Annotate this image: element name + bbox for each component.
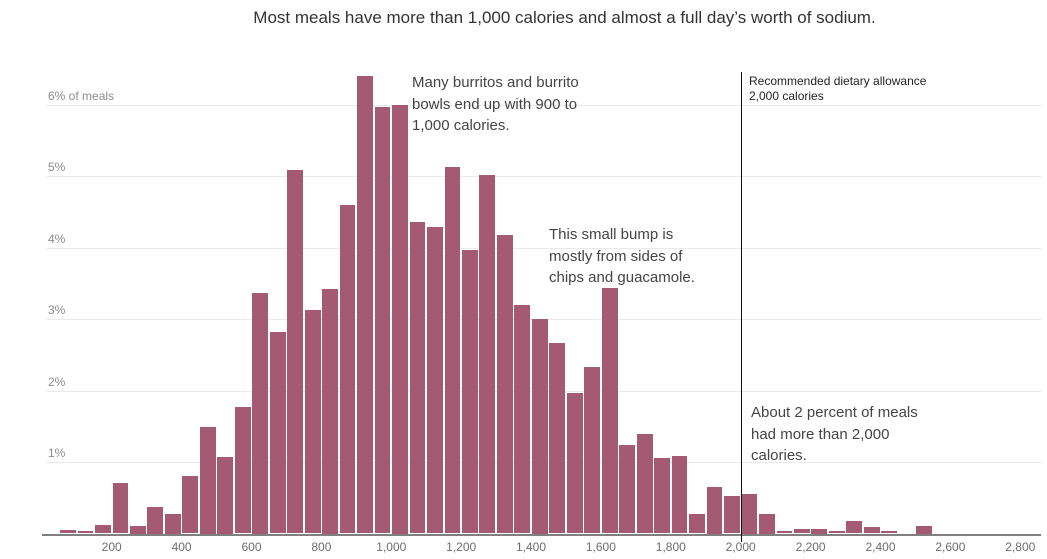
- histogram-bar: [689, 514, 705, 534]
- histogram-bar: [706, 487, 723, 534]
- histogram-bar: [828, 530, 845, 534]
- histogram-bar: [164, 513, 181, 534]
- x-axis-label: 200: [101, 540, 122, 554]
- histogram-bar: [759, 513, 775, 534]
- histogram-bar: [182, 476, 199, 534]
- histogram-bar: [514, 304, 531, 534]
- histogram-bar: [322, 289, 339, 534]
- histogram-bar: [95, 524, 111, 534]
- annotation-line: calories.: [751, 447, 807, 464]
- histogram-bar: [811, 528, 828, 534]
- x-axis-line: [42, 533, 1041, 536]
- histogram-bar: [549, 343, 566, 534]
- annotation-line: bowls end up with 900 to: [412, 95, 578, 113]
- histogram-bar: [671, 455, 688, 534]
- y-axis-label: 5%: [48, 160, 66, 174]
- histogram-bar: [357, 75, 373, 534]
- x-axis-label: 1,400: [515, 540, 547, 554]
- y-axis-label: 4%: [48, 231, 66, 246]
- annotation-line: About 2 percent of meals: [751, 404, 918, 421]
- histogram-bar: [741, 493, 758, 534]
- x-axis-label: 2,600: [935, 540, 966, 554]
- annotation-line: 1,000 calories.: [412, 117, 510, 134]
- histogram-bar: [199, 427, 216, 534]
- x-axis-label: 2,400: [865, 540, 896, 554]
- annotation-line: 2,000 calories: [749, 89, 824, 103]
- histogram-bar: [130, 526, 146, 534]
- gridline-6pct: [47, 104, 1041, 106]
- histogram-bar: [60, 529, 76, 534]
- annotation-line: This small bump is: [549, 226, 674, 243]
- histogram-bar: [793, 529, 810, 534]
- histogram-bar: [916, 526, 933, 534]
- x-axis-label: 1,200: [446, 540, 477, 554]
- annotation-line: mostly from sides of: [549, 247, 683, 265]
- histogram-bar: [77, 530, 94, 534]
- x-axis-label: 600: [241, 540, 262, 554]
- x-axis-label: 1,600: [585, 540, 616, 554]
- y-axis-label: 3%: [48, 303, 66, 317]
- histogram-bar: [462, 249, 478, 534]
- x-axis-label: 2,800: [1005, 540, 1036, 554]
- histogram-bar: [444, 166, 461, 534]
- histogram-bar: [339, 204, 356, 534]
- chart-title: Most meals have more than 1,000 calories…: [253, 8, 876, 27]
- y-axis-label: 2%: [48, 374, 66, 389]
- histogram-bar: [217, 457, 234, 534]
- y-axis-label: 1%: [48, 446, 66, 460]
- annotation-line: Recommended dietary allowance: [749, 74, 927, 88]
- histogram-bar: [531, 319, 548, 534]
- histogram-bar: [479, 174, 496, 534]
- x-axis-label: 2,000: [725, 540, 756, 554]
- gridline-4pct: [47, 247, 1041, 249]
- x-axis-label: 800: [311, 540, 332, 554]
- histogram-bar: [776, 531, 793, 534]
- rda-reference-line: [740, 72, 742, 542]
- histogram-bar: [234, 406, 251, 534]
- histogram-bar: [619, 444, 636, 534]
- x-axis-label: 1,800: [655, 540, 686, 554]
- histogram-bar: [496, 235, 513, 534]
- histogram-bar: [881, 531, 898, 534]
- x-axis-label: 1,000: [376, 540, 407, 554]
- histogram-bar: [566, 392, 583, 534]
- y-axis-label: 6% of meals: [48, 88, 115, 103]
- histogram-bar: [252, 292, 269, 534]
- gridline-5pct: [47, 176, 1041, 177]
- annotation-line: chips and guacamole.: [549, 269, 695, 286]
- histogram-bar: [409, 221, 426, 534]
- histogram-bar: [601, 288, 618, 534]
- x-axis-label: 400: [171, 540, 192, 554]
- annotation-line: Many burritos and burrito: [412, 74, 579, 91]
- histogram-bar: [392, 104, 408, 534]
- annotation-rda: Recommended dietary allowance 2,000 calor…: [749, 74, 926, 104]
- histogram-bar: [863, 527, 880, 534]
- histogram-bar: [636, 434, 653, 534]
- histogram-bar: [724, 495, 740, 534]
- histogram-bar: [654, 458, 671, 534]
- annotation-peak: Many burritos and burrito bowls end up wi…: [412, 72, 579, 137]
- histogram-bar: [584, 366, 601, 534]
- histogram-bar: [374, 107, 391, 534]
- histogram-bar: [112, 483, 129, 534]
- annotation-over2000: About 2 percent of meals had more than 2,…: [751, 402, 918, 467]
- histogram-bar: [269, 331, 286, 534]
- histogram-bar: [287, 170, 304, 534]
- annotation-line: had more than 2,000: [751, 425, 890, 443]
- annotation-bump: This small bump is mostly from sides of ch…: [549, 224, 695, 289]
- histogram-bar: [147, 507, 164, 534]
- x-axis-label: 2,200: [795, 540, 826, 554]
- histogram-bar: [304, 309, 321, 534]
- histogram-bar: [846, 521, 863, 534]
- histogram-bar: [427, 226, 443, 534]
